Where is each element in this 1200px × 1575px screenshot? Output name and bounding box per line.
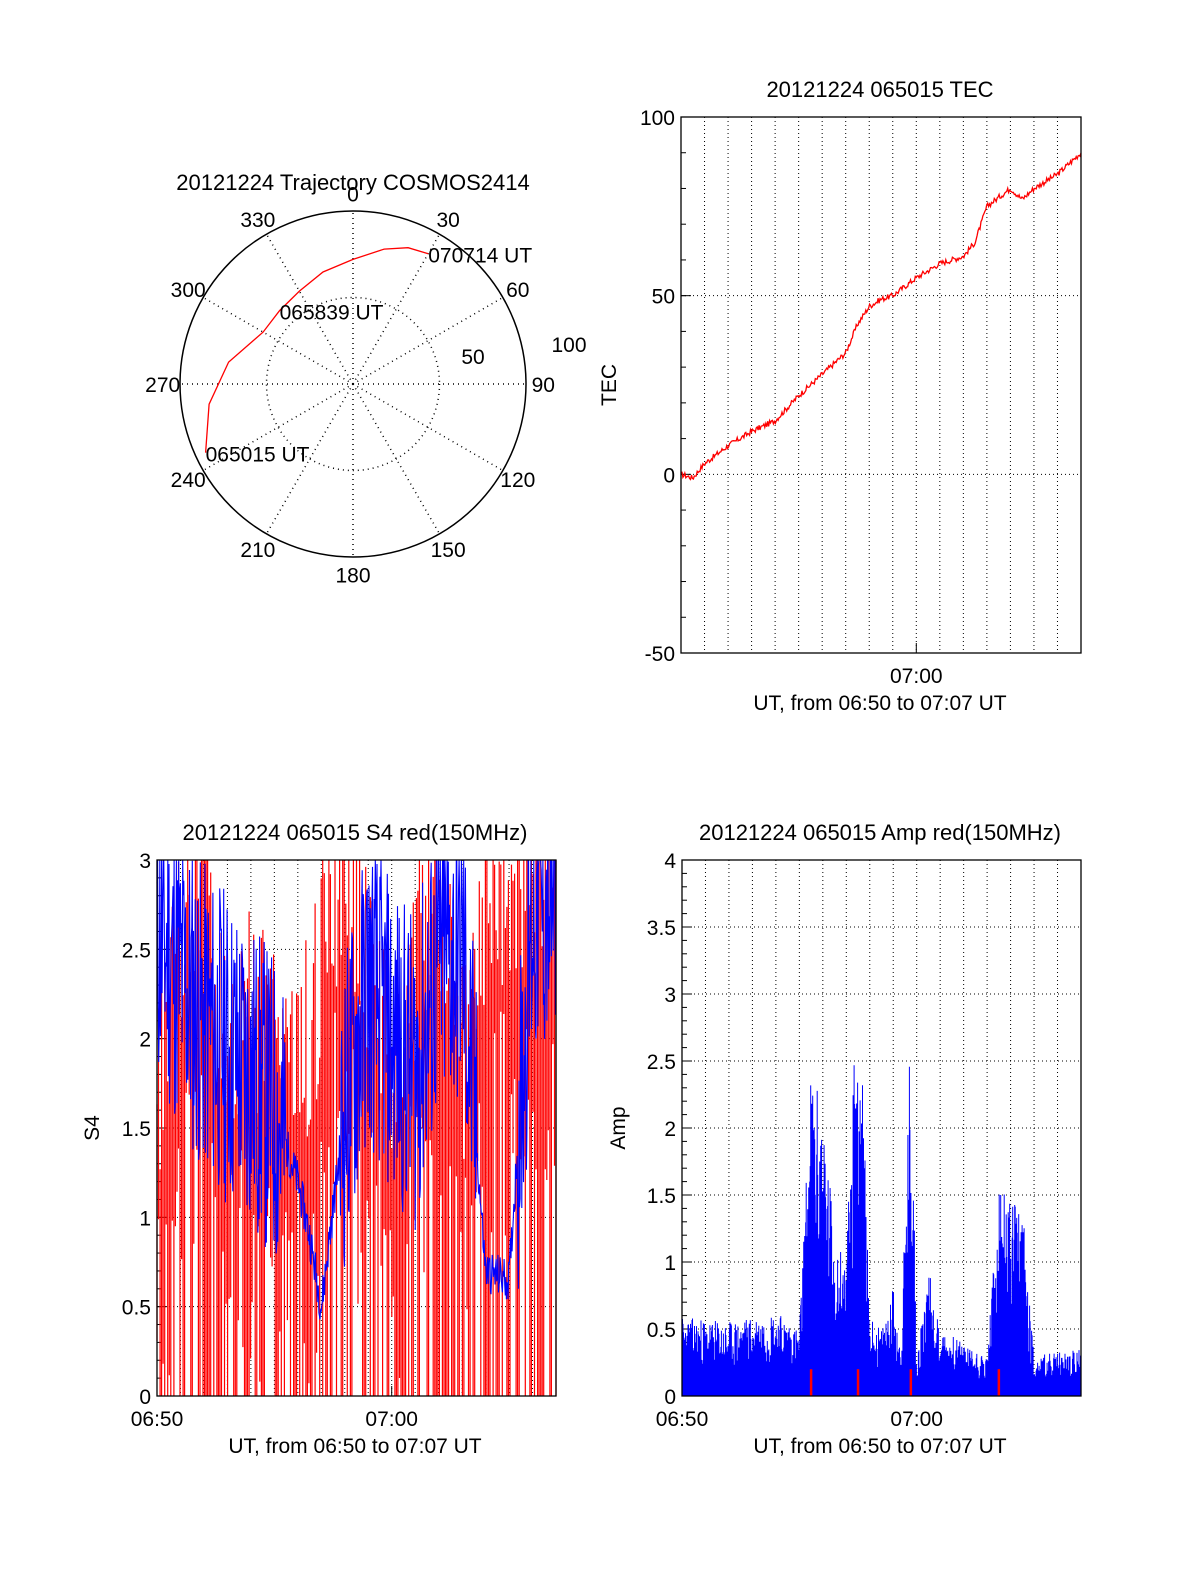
trajectory-time-label: 065015 UT	[206, 444, 310, 467]
trajectory-title: 20121224 Trajectory COSMOS2414	[176, 170, 529, 195]
amp-panel: 20121224 065015 Amp red(150MHz) UT, from…	[607, 820, 1082, 1458]
y-tick-label: 2	[139, 1029, 151, 1052]
trajectory-line	[204, 247, 429, 453]
polar-radius-label: 100	[551, 334, 586, 357]
amp-plot: 0 0.5 1 1.5 2 2.5 3 3.5 4 06:50 07:00	[647, 850, 1082, 1431]
y-tick-label: 0	[663, 464, 675, 487]
amp-title: 20121224 065015 Amp red(150MHz)	[699, 820, 1061, 845]
s4-title: 20121224 065015 S4 red(150MHz)	[183, 820, 528, 845]
y-tick-label: 2.5	[647, 1051, 676, 1074]
amp-blue-series	[681, 1065, 1082, 1396]
polar-angle-label: 120	[500, 469, 535, 492]
polar-angle-label: 180	[335, 564, 370, 587]
y-tick-label: -50	[645, 643, 675, 666]
s4-blue-series	[156, 859, 557, 1320]
y-tick-label: 1.5	[647, 1185, 676, 1208]
trajectory-series: 065015 UT 065839 UT 070714 UT	[204, 245, 532, 467]
x-tick-label: 07:00	[890, 1408, 943, 1431]
y-tick-label: 1	[139, 1207, 151, 1230]
polar-angle-label: 30	[436, 209, 459, 232]
plot-frame	[156, 859, 557, 1397]
trajectory-panel: 20121224 Trajectory COSMOS2414 0 30 60 90 12…	[145, 170, 586, 587]
s4-ylabel: S4	[81, 1115, 104, 1141]
polar-grid	[179, 210, 527, 558]
tec-ylabel: TEC	[598, 364, 621, 406]
plot-frame	[681, 859, 1082, 1397]
s4-plot: 0 0.5 1 1.5 2 2.5 3 06:50 07:00	[122, 850, 557, 1431]
x-tick-label: 06:50	[656, 1408, 709, 1431]
amp-xlabel: UT, from 06:50 to 07:07 UT	[753, 1435, 1006, 1458]
x-tick-label: 07:00	[890, 665, 943, 688]
tec-xlabel: UT, from 06:50 to 07:07 UT	[753, 692, 1006, 715]
x-tick-label: 07:00	[365, 1408, 418, 1431]
y-tick-label: 3	[664, 984, 676, 1007]
amp-ylabel: Amp	[607, 1106, 630, 1149]
polar-ring-50	[265, 296, 441, 472]
polar-radius-label: 50	[461, 346, 484, 369]
grid-lines	[681, 117, 1081, 653]
tec-panel: 20121224 065015 TEC UT, from 06:50 to 07…	[598, 77, 1082, 715]
y-tick-label: 0.5	[647, 1319, 676, 1342]
y-tick-label: 2	[664, 1118, 676, 1141]
polar-angle-label: 270	[145, 374, 180, 397]
y-tick-label: 3	[139, 850, 151, 873]
trajectory-time-label: 070714 UT	[428, 245, 532, 268]
y-tick-label: 1.5	[122, 1118, 151, 1141]
polar-angle-label: 0	[347, 184, 359, 207]
y-tick-label: 3.5	[647, 917, 676, 940]
polar-angle-labels: 0 30 60 90 120 150 180 210 240 270 300 330 50 100	[145, 184, 586, 588]
polar-angle-label: 240	[171, 469, 206, 492]
tec-series-line	[680, 152, 1082, 481]
polar-angle-label: 330	[240, 209, 275, 232]
y-tick-label: 2.5	[122, 939, 151, 962]
s4-panel: 20121224 065015 S4 red(150MHz) UT, from …	[81, 820, 557, 1458]
s4-xlabel: UT, from 06:50 to 07:07 UT	[228, 1435, 481, 1458]
tec-title: 20121224 065015 TEC	[766, 77, 993, 102]
polar-angle-label: 60	[506, 279, 529, 302]
y-tick-label: 50	[652, 286, 675, 309]
y-tick-label: 0.5	[122, 1297, 151, 1320]
y-tick-label: 0	[139, 1386, 151, 1409]
plot-frame	[680, 116, 1082, 654]
polar-outer-ring	[179, 210, 527, 558]
trajectory-time-label: 065839 UT	[280, 302, 384, 325]
y-tick-label: 4	[664, 850, 676, 873]
polar-angle-label: 300	[171, 279, 206, 302]
y-tick-label: 1	[664, 1252, 676, 1275]
y-tick-label: 0	[664, 1386, 676, 1409]
polar-angle-label: 90	[532, 374, 555, 397]
polar-angle-label: 210	[240, 539, 275, 562]
x-tick-label: 06:50	[131, 1408, 184, 1431]
polar-angle-label: 150	[431, 539, 466, 562]
tec-plot: -50 0 50 100 07:00	[640, 107, 1082, 688]
y-tick-label: 100	[640, 107, 675, 130]
